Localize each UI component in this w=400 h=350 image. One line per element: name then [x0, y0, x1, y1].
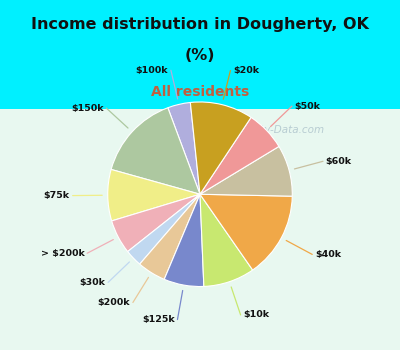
Wedge shape — [108, 169, 200, 221]
Text: $10k: $10k — [243, 310, 270, 320]
Text: $50k: $50k — [295, 102, 321, 111]
Wedge shape — [168, 103, 200, 194]
Wedge shape — [112, 194, 200, 252]
Text: ⓘ: ⓘ — [235, 125, 241, 135]
Wedge shape — [200, 146, 292, 196]
Text: $30k: $30k — [79, 278, 105, 287]
Text: $40k: $40k — [315, 250, 341, 259]
Text: (%): (%) — [185, 48, 215, 63]
Text: ⓘ #a0bcc8: ⓘ #a0bcc8 — [288, 127, 296, 128]
Text: $100k: $100k — [136, 66, 168, 75]
Text: > $200k: > $200k — [40, 249, 84, 258]
Text: All residents: All residents — [151, 84, 249, 98]
Wedge shape — [200, 117, 279, 194]
Text: $20k: $20k — [233, 66, 259, 75]
Text: $125k: $125k — [142, 315, 175, 324]
Wedge shape — [111, 108, 200, 194]
Wedge shape — [164, 194, 204, 287]
Text: $60k: $60k — [326, 157, 352, 166]
Wedge shape — [200, 194, 253, 286]
Wedge shape — [140, 194, 200, 279]
Text: City-Data.com: City-Data.com — [251, 125, 325, 135]
Text: $200k: $200k — [98, 298, 130, 307]
Wedge shape — [200, 194, 292, 270]
Text: Income distribution in Dougherty, OK: Income distribution in Dougherty, OK — [31, 17, 369, 32]
Text: $150k: $150k — [71, 104, 104, 113]
Wedge shape — [190, 102, 251, 194]
Text: $75k: $75k — [44, 191, 70, 200]
Wedge shape — [128, 194, 200, 264]
